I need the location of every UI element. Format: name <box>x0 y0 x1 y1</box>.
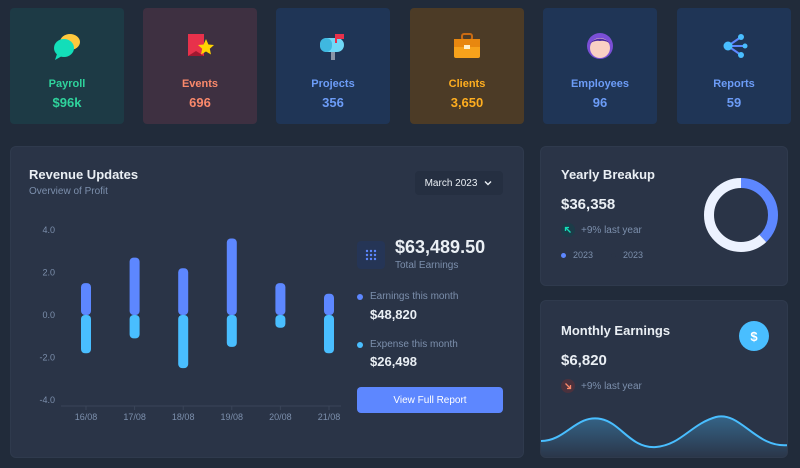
share-nodes-icon <box>718 30 750 62</box>
yearly-title: Yearly Breakup <box>561 167 655 182</box>
grid-icon <box>357 241 385 269</box>
stat-value: $96k <box>52 95 82 110</box>
expense-bar[interactable] <box>129 315 140 339</box>
x-tick-label: 18/08 <box>172 412 195 422</box>
expense-bar[interactable] <box>178 315 189 369</box>
legend-dot-secondary <box>611 253 616 258</box>
yearly-trend: +9% last year <box>581 225 642 236</box>
stat-card-projects[interactable]: Projects 356 <box>276 8 390 124</box>
expense-bar[interactable] <box>275 315 286 328</box>
stat-value: 356 <box>322 95 344 110</box>
x-tick-label: 21/08 <box>318 412 341 422</box>
monthly-title: Monthly Earnings <box>561 323 671 338</box>
stat-value: 59 <box>726 95 742 110</box>
earnings-bar[interactable] <box>178 268 189 315</box>
expense-value: $26,498 <box>370 354 417 369</box>
stat-value: 96 <box>592 95 608 110</box>
monthly-trend: +9% last year <box>581 381 642 392</box>
expense-bar[interactable] <box>81 315 91 354</box>
stat-card-reports[interactable]: Reports 59 <box>677 8 791 124</box>
arrow-down-right-icon <box>561 379 575 393</box>
earnings-bar[interactable] <box>226 238 237 316</box>
stat-label: Clients <box>448 78 486 90</box>
x-tick-label: 19/08 <box>221 412 244 422</box>
expense-bar[interactable] <box>226 315 237 347</box>
donut-segment-1 <box>704 178 778 252</box>
stat-value: 696 <box>189 95 211 110</box>
monthly-sparkline <box>541 415 787 457</box>
mailbox-icon <box>317 30 349 62</box>
earnings-bar[interactable] <box>324 293 334 315</box>
stat-card-events[interactable]: Events 696 <box>143 8 257 124</box>
yearly-donut-chart <box>704 178 778 252</box>
month-select[interactable]: March 2023 <box>415 171 503 195</box>
revenue-updates-card: Revenue Updates Overview of Profit March… <box>10 146 524 458</box>
briefcase-icon <box>451 30 483 62</box>
total-earnings-value: $63,489.50 <box>395 237 486 257</box>
legend-dot-primary <box>561 253 566 258</box>
earnings-bar[interactable] <box>81 283 91 315</box>
user-avatar-icon <box>584 30 616 62</box>
expense-label: Expense this month <box>370 339 458 350</box>
stat-card-clients[interactable]: Clients 3,650 <box>410 8 524 124</box>
legend-label: 2023 <box>573 250 594 260</box>
earnings-bar[interactable] <box>275 283 286 315</box>
y-tick-label: -4.0 <box>39 395 55 405</box>
chat-bubble-icon <box>51 30 83 62</box>
x-tick-label: 20/08 <box>269 412 292 422</box>
x-tick-label: 17/08 <box>123 412 146 422</box>
view-full-report-button[interactable]: View Full Report <box>357 387 503 413</box>
yearly-breakup-card: Yearly Breakup $36,358 +9% last year 202… <box>540 146 788 286</box>
y-tick-label: 2.0 <box>42 268 55 278</box>
earnings-value: $48,820 <box>370 307 417 322</box>
stat-card-payroll[interactable]: Payroll $96k <box>10 8 124 124</box>
earnings-dot <box>357 294 363 300</box>
stat-label: Employees <box>570 78 630 90</box>
star-flag-icon <box>184 30 216 62</box>
monthly-value: $6,820 <box>561 352 607 369</box>
revenue-subtitle: Overview of Profit <box>29 186 108 197</box>
earnings-bar[interactable] <box>129 257 140 315</box>
x-tick-label: 16/08 <box>75 412 98 422</box>
stat-label: Events <box>181 78 219 90</box>
total-earnings-label: Total Earnings <box>395 260 459 271</box>
expense-dot <box>357 342 363 348</box>
arrow-up-left-icon <box>561 223 575 237</box>
legend-label: 2023 <box>623 250 644 260</box>
chevron-down-icon <box>483 178 493 188</box>
expense-bar[interactable] <box>324 315 334 354</box>
stat-value: 3,650 <box>450 95 484 110</box>
y-tick-label: -2.0 <box>39 353 55 363</box>
stat-label: Payroll <box>48 78 86 90</box>
stat-card-employees[interactable]: Employees 96 <box>543 8 657 124</box>
stat-label: Reports <box>713 78 755 90</box>
stat-label: Projects <box>311 78 355 90</box>
revenue-title: Revenue Updates <box>29 167 139 182</box>
monthly-earnings-card: Monthly Earnings $ $6,820 +9% last year <box>540 300 788 458</box>
yearly-value: $36,358 <box>561 196 616 213</box>
y-tick-label: 0.0 <box>42 310 55 320</box>
y-tick-label: 4.0 <box>42 225 55 235</box>
revenue-bar-chart: 4.0 2.0 0.0 -2.0 -4.0 16/08 17/08 18/08 19/08 20/… <box>39 225 341 422</box>
month-select-value: March 2023 <box>424 177 478 189</box>
dollar-icon[interactable]: $ <box>739 321 769 351</box>
earnings-label: Earnings this month <box>370 291 459 302</box>
